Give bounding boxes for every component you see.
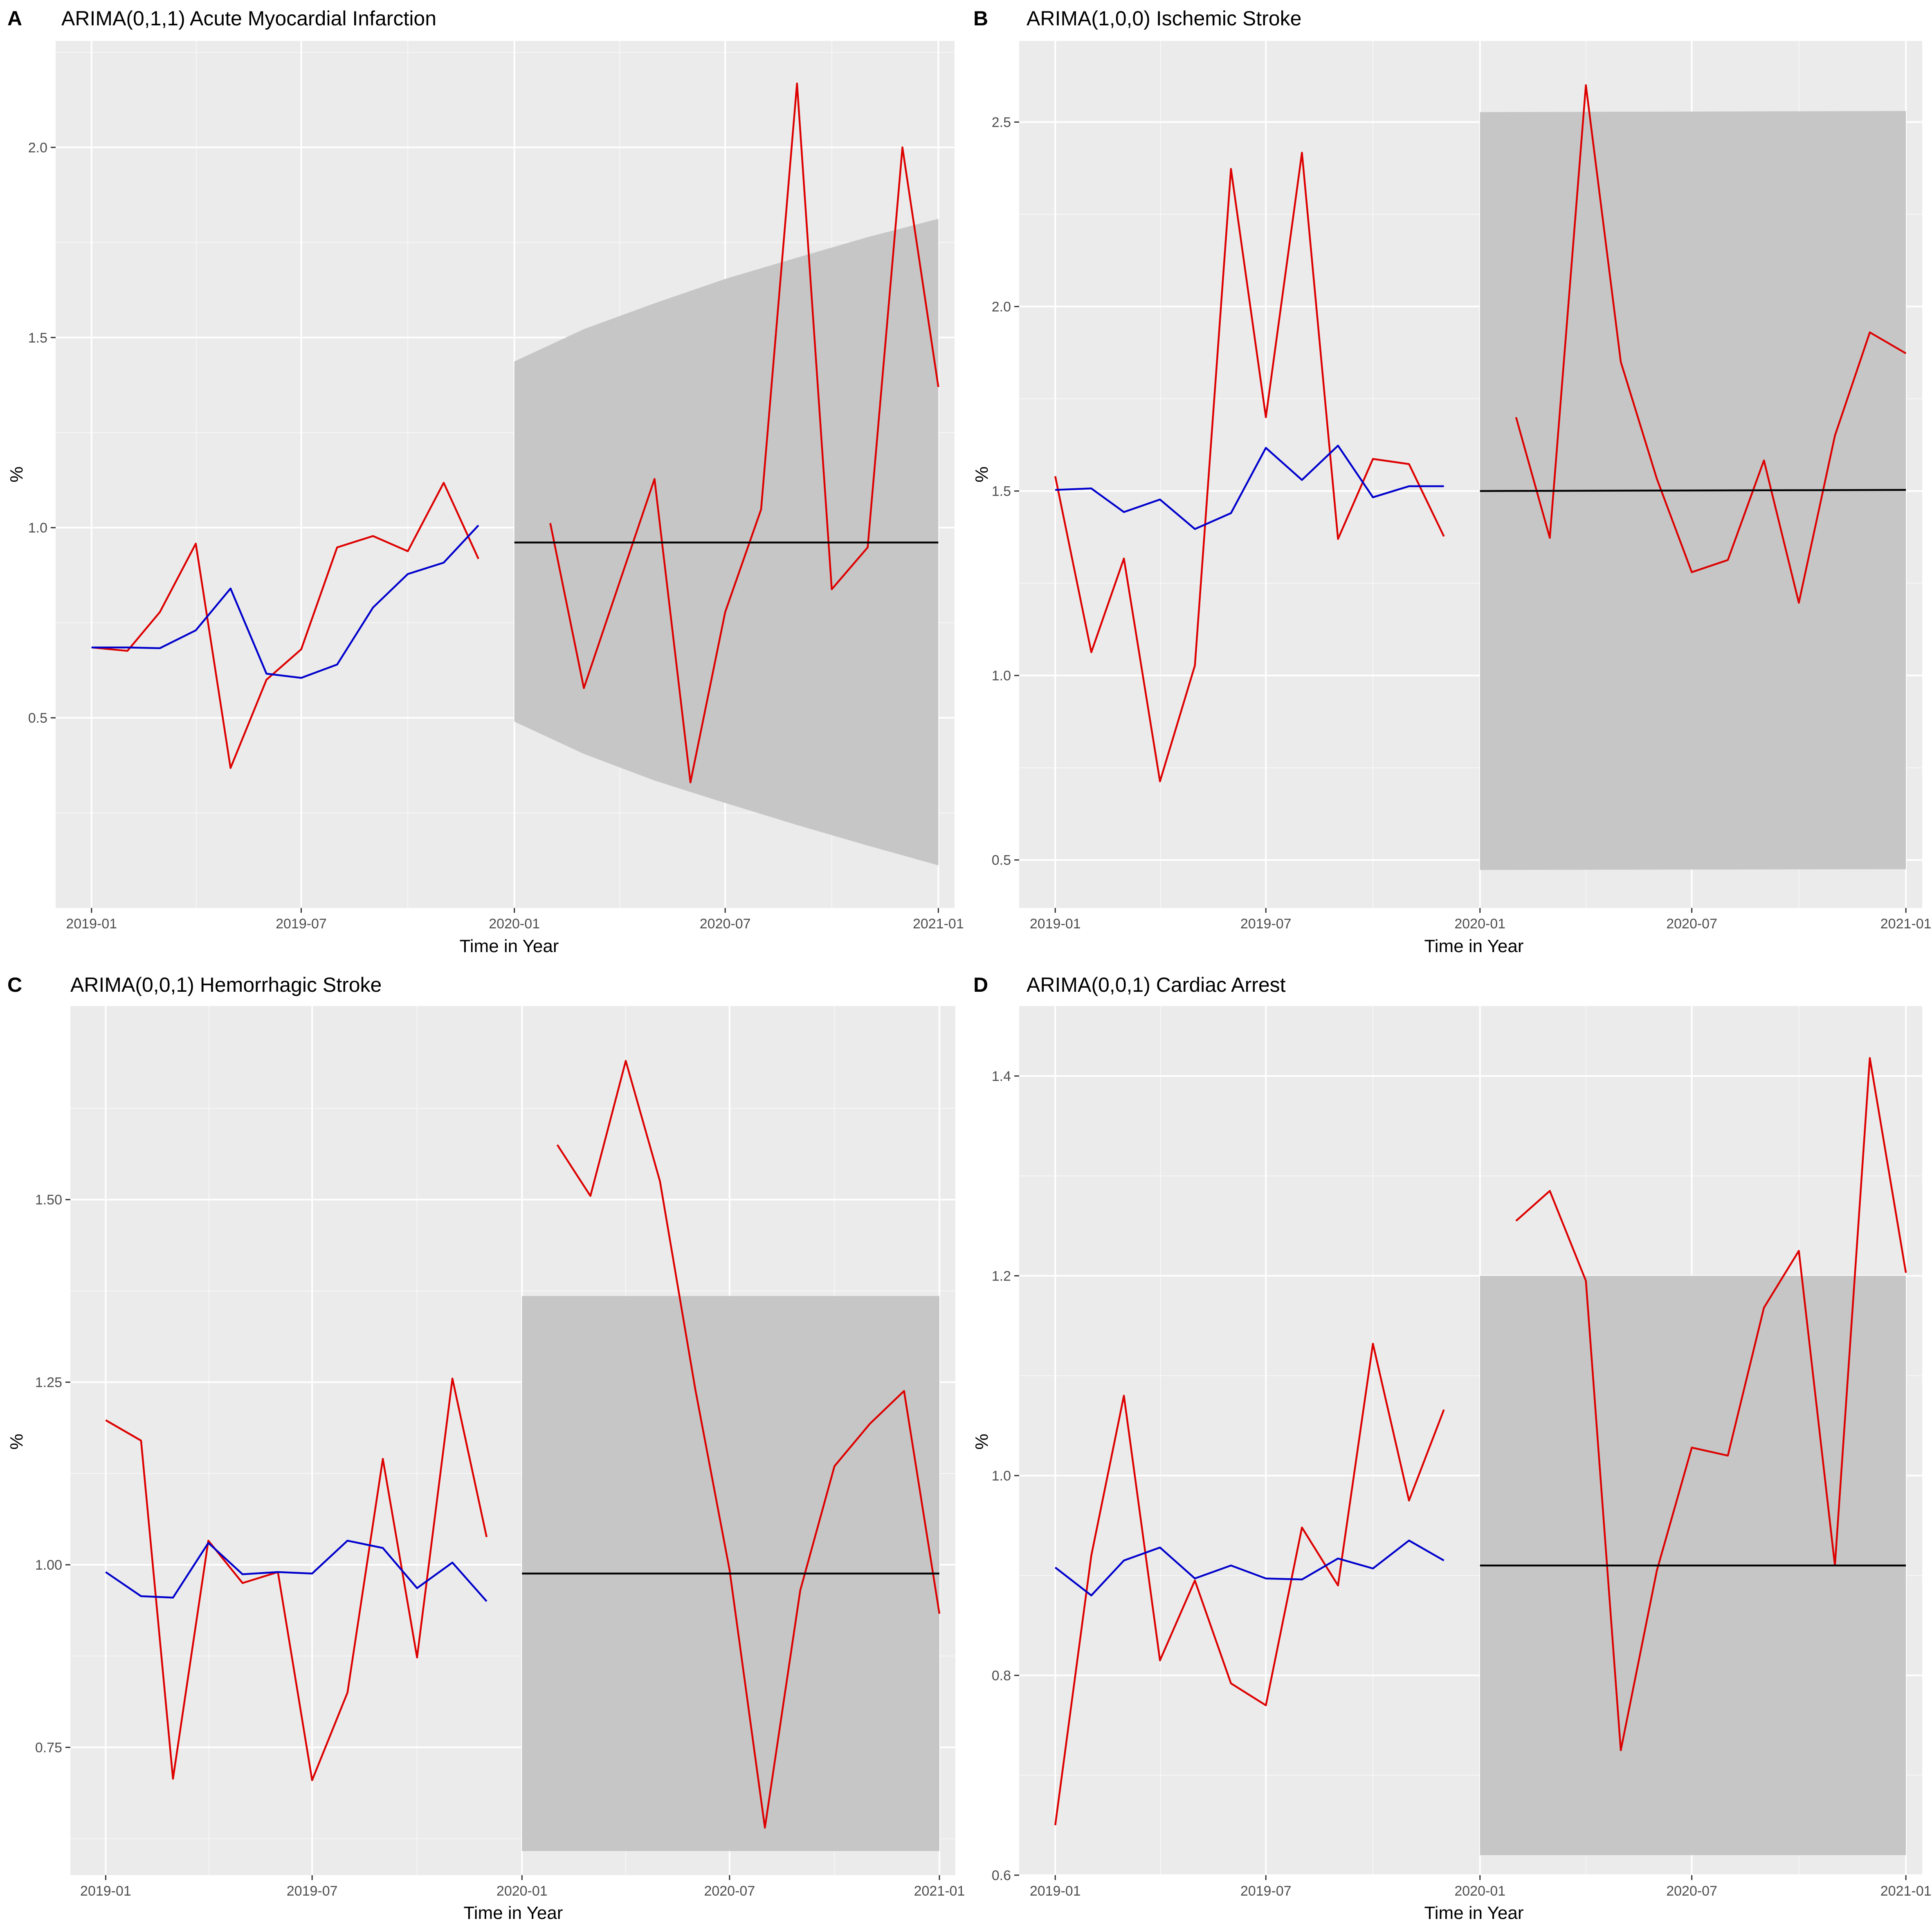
x-axis-title-b: Time in Year [1424,936,1524,956]
panel-letter-a: A [7,7,22,30]
series-line-d-0 [1054,1343,1445,1826]
series-line-b-0 [1054,152,1445,782]
panel-letter-c: C [7,973,22,996]
y-tick-label-0-75: 0.75 [35,1740,62,1756]
x-tick-label-2019-01: 2019-01 [1030,1883,1081,1899]
x-axis-title-a: Time in Year [460,936,559,956]
x-tick-label-2019-01: 2019-01 [80,1883,131,1899]
y-tick-label-1-2: 1.2 [992,1268,1011,1284]
series-line-c-1 [556,1060,941,1829]
x-axis-title-d: Time in Year [1424,1903,1524,1923]
plot-area-d: 2019-01 2019-07 2020-01 2020-07 2021-01 0.6 0.… [992,1006,1932,1899]
plot-area-a: 2019-01 2019-07 2020-01 2020-07 2021-01 0.5 1.… [28,41,964,932]
series-line-c-2 [105,1539,487,1602]
plot-area-c: 2019-01 2019-07 2020-01 2020-07 2021-01 0.75 1… [35,1006,965,1899]
x-tick-label-2019-07: 2019-07 [1240,1883,1292,1899]
panel-d: D ARIMA(0,0,1) Cardiac Arrest 2019-01 201… [972,973,1932,1923]
y-tick-label-1-5: 1.5 [992,484,1011,499]
panel-a: A ARIMA(0,1,1) Acute Myocardial Infarcti… [7,7,964,956]
y-axis-title-c: % [7,1433,27,1449]
y-tick-label-2: 2.0 [28,140,47,155]
y-tick-label-1: 1.00 [35,1557,62,1573]
series-line-d-1 [1515,1057,1907,1751]
y-tick-label-1-25: 1.25 [35,1375,62,1391]
x-tick-label-2019-01: 2019-01 [1030,916,1081,932]
y-tick-label-0-5: 0.5 [28,710,47,726]
panel-title-c: ARIMA(0,0,1) Hemorrhagic Stroke [70,973,382,996]
y-axis-title-d: % [972,1433,992,1449]
y-tick-label-2: 2.0 [992,299,1011,315]
y-axis-title-b: % [972,466,992,482]
y-tick-label-1-4: 1.4 [992,1069,1011,1084]
x-tick-label-2021-01: 2021-01 [914,1883,965,1899]
series-line-a-1 [549,82,939,784]
x-tick-label-2020-07: 2020-07 [1666,916,1717,932]
series-line-b-2 [1055,445,1444,530]
series-line-a-0 [91,482,479,769]
x-tick-label-2020-01: 2020-01 [1454,1883,1505,1899]
panel-letter-b: B [973,7,988,30]
x-tick-label-2021-01: 2021-01 [913,916,964,932]
y-axis-title-a: % [7,466,27,482]
series-line-a-2 [91,525,479,679]
x-tick-label-2019-07: 2019-07 [276,916,327,932]
y-tick-label-2-5: 2.5 [992,115,1011,130]
y-tick-label-1-5: 1.5 [28,330,47,346]
x-tick-label-2020-07: 2020-07 [700,916,751,932]
panel-c: C ARIMA(0,0,1) Hemorrhagic Stroke 2019-0… [7,973,965,1923]
series-line-b-1 [1515,84,1907,604]
x-tick-label-2020-01: 2020-01 [496,1883,548,1899]
series-line-d-2 [1054,1539,1445,1597]
series-line-b-3 [1480,489,1906,492]
x-tick-label-2020-01: 2020-01 [1454,916,1505,932]
x-tick-label-2021-01: 2021-01 [1880,916,1932,932]
x-tick-label-2019-07: 2019-07 [1240,916,1292,932]
y-tick-label-1: 1.0 [28,520,47,536]
series-line-c-0 [105,1377,488,1781]
panel-title-b: ARIMA(1,0,0) Ischemic Stroke [1027,7,1301,30]
panel-b: B ARIMA(1,0,0) Ischemic Stroke 2019-01 20… [972,7,1932,956]
x-tick-label-2019-07: 2019-07 [287,1883,338,1899]
y-tick-label-0-8: 0.8 [992,1668,1011,1683]
y-tick-label-0-6: 0.6 [992,1868,1011,1883]
y-tick-label-1: 1.0 [992,1468,1011,1484]
x-tick-label-2021-01: 2021-01 [1880,1883,1932,1899]
y-tick-label-1-5: 1.50 [35,1192,62,1208]
x-tick-label-2019-01: 2019-01 [66,916,117,932]
x-tick-label-2020-07: 2020-07 [1666,1883,1717,1899]
panel-title-d: ARIMA(0,0,1) Cardiac Arrest [1027,973,1286,996]
plot-area-b: 2019-01 2019-07 2020-01 2020-07 2021-01 0.5 1.… [992,41,1932,932]
x-tick-label-2020-07: 2020-07 [704,1883,755,1899]
panel-letter-d: D [973,973,988,996]
x-tick-label-2020-01: 2020-01 [489,916,540,932]
y-tick-label-1: 1.0 [992,668,1011,684]
y-tick-label-0-5: 0.5 [992,853,1011,868]
x-axis-title-c: Time in Year [464,1903,563,1923]
panel-title-a: ARIMA(0,1,1) Acute Myocardial Infarction [61,7,436,30]
